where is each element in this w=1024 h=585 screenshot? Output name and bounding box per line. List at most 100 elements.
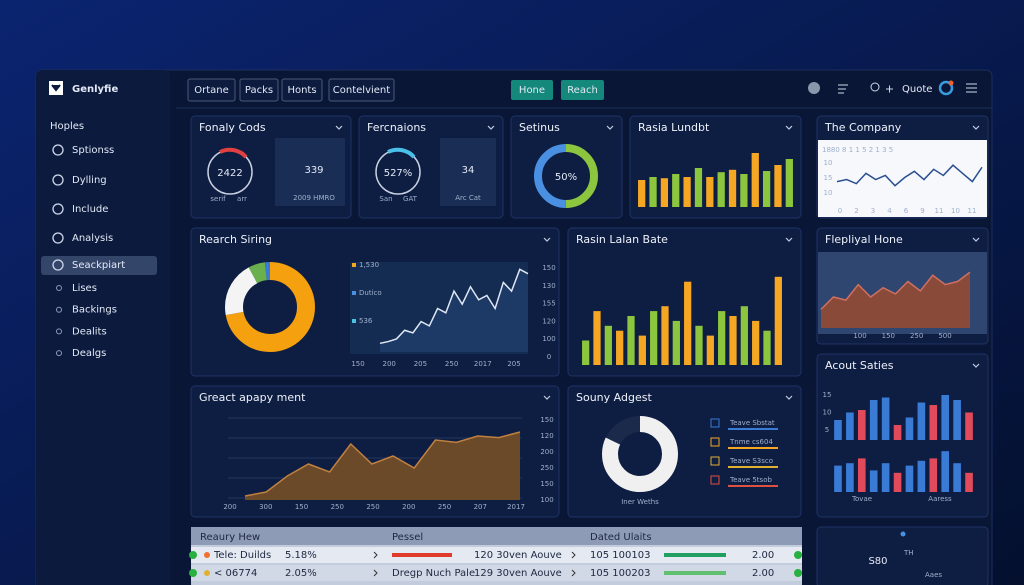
indicator bbox=[900, 531, 906, 537]
chevron bbox=[972, 363, 980, 368]
label: 250 bbox=[366, 503, 379, 511]
label: 250 bbox=[438, 503, 451, 511]
bar bbox=[929, 405, 938, 440]
bar bbox=[834, 465, 842, 492]
bar bbox=[751, 153, 759, 207]
table-row[interactable] bbox=[191, 565, 802, 581]
label: 11 bbox=[968, 207, 977, 215]
bar bbox=[706, 335, 714, 365]
stat-box bbox=[275, 138, 345, 206]
label: 10 bbox=[951, 207, 960, 215]
gauge-arc bbox=[387, 147, 416, 159]
label: Teave Sbstat bbox=[729, 419, 775, 427]
bar bbox=[650, 311, 658, 365]
sub-icon bbox=[56, 306, 62, 313]
button[interactable] bbox=[561, 80, 604, 100]
bar bbox=[593, 311, 601, 365]
legend-swatch bbox=[352, 319, 356, 323]
label: 100 bbox=[853, 332, 866, 340]
tab-label[interactable]: Packs bbox=[245, 85, 273, 96]
line bbox=[836, 164, 983, 187]
plus-icon[interactable] bbox=[886, 85, 893, 93]
legend-swatch bbox=[710, 475, 720, 485]
label: 2017 bbox=[474, 360, 492, 368]
card bbox=[816, 353, 989, 518]
label: 105 100203 bbox=[590, 568, 650, 579]
label: 50% bbox=[555, 172, 577, 183]
label: 9 bbox=[920, 207, 924, 215]
menu-item[interactable]: Sptionss bbox=[72, 145, 114, 156]
search-icon[interactable] bbox=[870, 82, 880, 92]
sub-item[interactable]: Lises bbox=[72, 283, 97, 294]
hamburger[interactable] bbox=[966, 83, 977, 93]
label: 150 bbox=[540, 480, 553, 488]
tab[interactable] bbox=[328, 78, 395, 102]
label: 1880 8 1 1 5 2 1 3 5 bbox=[822, 146, 893, 154]
label: serif bbox=[210, 195, 226, 203]
chevron bbox=[543, 237, 551, 242]
sub-item[interactable]: Backings bbox=[72, 305, 117, 316]
label: Dutico bbox=[359, 289, 382, 297]
bar bbox=[869, 470, 878, 492]
menu-icon[interactable] bbox=[838, 84, 848, 94]
label: 155 bbox=[542, 300, 555, 308]
row-icon bbox=[204, 552, 210, 558]
donut-segment bbox=[225, 262, 315, 352]
bar bbox=[929, 458, 938, 492]
button-label[interactable]: Reach bbox=[567, 85, 598, 96]
menu-icon bbox=[52, 144, 64, 156]
sub-item[interactable]: Dealits bbox=[72, 326, 107, 337]
tab[interactable] bbox=[187, 78, 236, 102]
menu-item[interactable]: Seackpiart bbox=[72, 260, 125, 271]
tab-label[interactable]: Ortane bbox=[194, 85, 229, 96]
label: Dated Ulaits bbox=[590, 532, 652, 543]
bar bbox=[846, 463, 854, 492]
table-row[interactable] bbox=[191, 547, 802, 563]
bar bbox=[857, 458, 866, 492]
row-dot bbox=[794, 551, 802, 559]
label: Dregp Nuch Pale bbox=[392, 568, 475, 579]
label: Rasia Lundbt bbox=[638, 121, 710, 134]
bar bbox=[953, 400, 961, 440]
button-label[interactable]: Hone bbox=[519, 85, 545, 96]
button[interactable] bbox=[511, 80, 553, 100]
sub-item[interactable]: Dealgs bbox=[72, 348, 106, 359]
label: Tnme cs604 bbox=[729, 438, 773, 446]
bar bbox=[905, 417, 914, 440]
label: Setinus bbox=[519, 121, 560, 134]
table-header bbox=[191, 527, 802, 545]
bar bbox=[917, 402, 926, 440]
bar bbox=[941, 395, 950, 440]
line bbox=[820, 271, 971, 310]
tab[interactable] bbox=[239, 78, 279, 102]
label: San bbox=[379, 195, 392, 203]
row-dot bbox=[189, 551, 197, 559]
sub-icon bbox=[56, 285, 62, 291]
menu-item[interactable]: Include bbox=[72, 204, 108, 215]
chevron bbox=[785, 125, 793, 130]
tab-label[interactable]: Contelvient bbox=[333, 85, 390, 96]
app-dot bbox=[948, 80, 954, 86]
logo-icon bbox=[47, 79, 65, 97]
label: 130 bbox=[542, 282, 555, 290]
legend-bar bbox=[728, 485, 778, 487]
label: 205 bbox=[507, 360, 520, 368]
active-item bbox=[41, 256, 157, 275]
menu-item[interactable]: Analysis bbox=[72, 233, 113, 244]
user-icon[interactable] bbox=[808, 82, 820, 94]
label: Iner Weths bbox=[621, 498, 659, 506]
menu-icon bbox=[52, 203, 64, 215]
app-icon[interactable] bbox=[938, 80, 954, 96]
label: 120 bbox=[542, 317, 555, 325]
menu-item[interactable]: Dylling bbox=[72, 175, 107, 186]
tab-label[interactable]: Honts bbox=[287, 85, 316, 96]
tab[interactable] bbox=[281, 78, 323, 102]
label: 2017 bbox=[507, 503, 525, 511]
bar bbox=[661, 306, 669, 365]
bar bbox=[893, 472, 902, 492]
label: 10 bbox=[824, 159, 833, 167]
label: 2.00 bbox=[752, 568, 774, 579]
donut-segment bbox=[602, 416, 678, 492]
